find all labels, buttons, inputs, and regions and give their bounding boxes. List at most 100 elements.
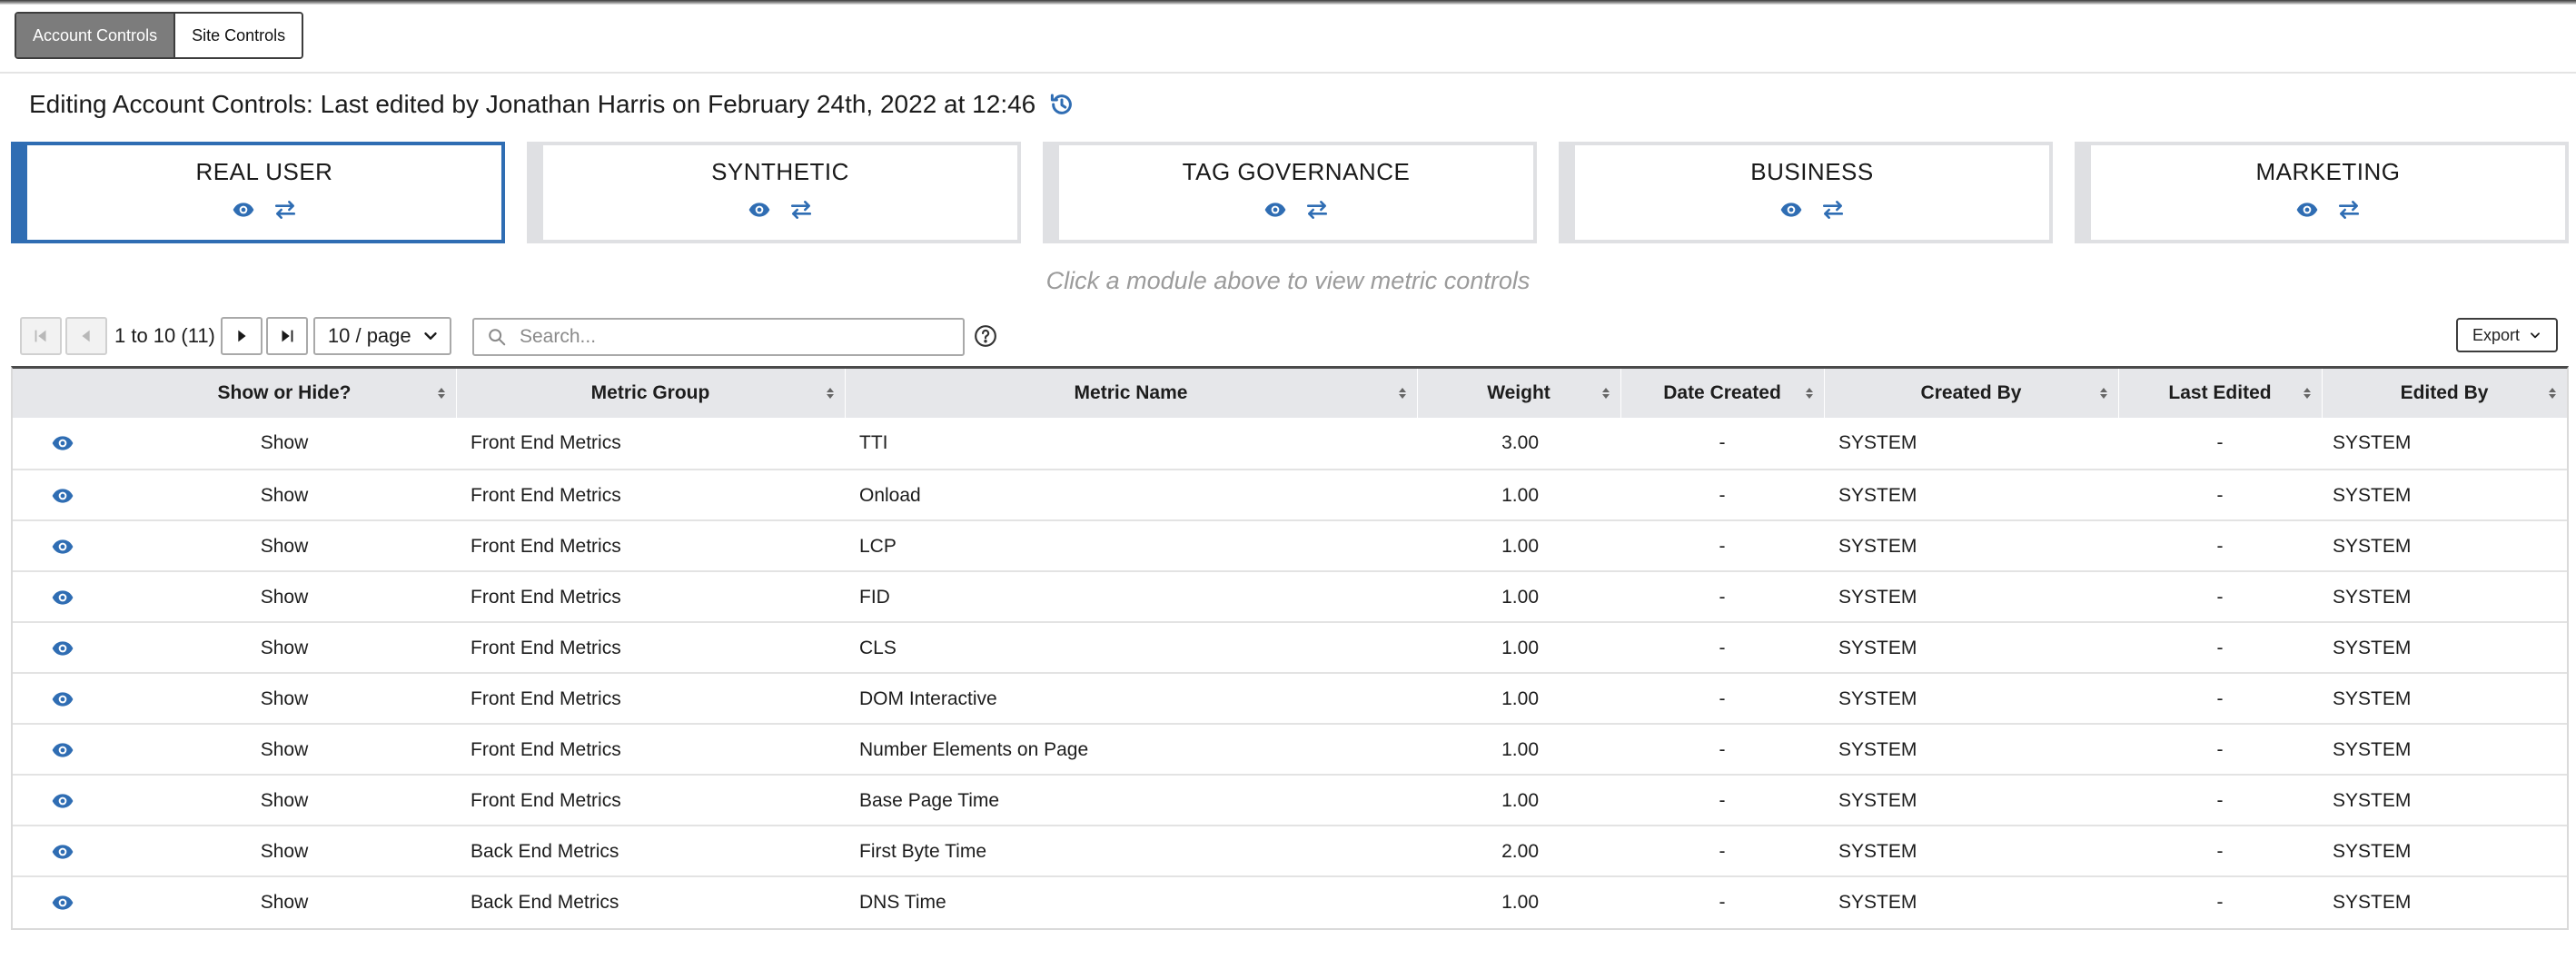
module-card-tag-governance[interactable]: TAG GOVERNANCE: [1043, 142, 1537, 243]
visibility-toggle[interactable]: [13, 826, 113, 877]
cell-created-by: SYSTEM: [1838, 587, 1917, 608]
eye-icon[interactable]: [51, 840, 74, 864]
swap-icon[interactable]: [1305, 198, 1329, 222]
cell-weight: 1.00: [1501, 638, 1539, 658]
cell-metric-name: TTI: [859, 432, 888, 453]
module-card-synthetic[interactable]: SYNTHETIC: [527, 142, 1021, 243]
visibility-toggle[interactable]: [13, 776, 113, 826]
sort-icon[interactable]: [436, 386, 447, 400]
last-page-icon: [282, 330, 293, 342]
module-card-real-user[interactable]: REAL USER: [11, 142, 505, 243]
chevron-down-icon: [2531, 332, 2540, 339]
eye-icon[interactable]: [51, 738, 74, 762]
visibility-toggle[interactable]: [13, 674, 113, 725]
page-size-value: 10 / page: [327, 324, 411, 347]
eye-icon[interactable]: [51, 687, 74, 711]
swap-icon[interactable]: [1821, 198, 1845, 222]
swap-icon[interactable]: [2337, 198, 2361, 222]
eye-icon[interactable]: [51, 637, 74, 660]
column-header-weight[interactable]: Weight: [1417, 369, 1620, 418]
module-title: SYNTHETIC: [711, 158, 849, 185]
module-card-marketing[interactable]: MARKETING: [2075, 142, 2569, 243]
tab-account-controls[interactable]: Account Controls: [16, 14, 176, 57]
cell-created-by: SYSTEM: [1838, 432, 1917, 453]
next-page-button[interactable]: [220, 317, 263, 355]
search-icon: [489, 329, 506, 346]
cell-metric-name: First Byte Time: [859, 841, 987, 862]
cell-metric-group: Front End Metrics: [471, 536, 621, 557]
sort-icon[interactable]: [1600, 386, 1611, 400]
eye-icon[interactable]: [51, 484, 74, 508]
cell-metric-name: LCP: [859, 536, 897, 557]
column-header-toggle: [13, 369, 113, 418]
sort-icon[interactable]: [1397, 386, 1408, 400]
module-title: TAG GOVERNANCE: [1182, 158, 1411, 185]
column-header-label: Created By: [1920, 382, 2022, 403]
eye-icon[interactable]: [232, 198, 255, 222]
help-icon[interactable]: [974, 324, 997, 348]
column-header-date-created[interactable]: Date Created: [1620, 369, 1824, 418]
metrics-table: Show or Hide? Metric Group Metric Name W…: [11, 366, 2569, 930]
eye-icon[interactable]: [51, 535, 74, 559]
visibility-toggle[interactable]: [13, 877, 113, 928]
cell-show: Show: [260, 536, 309, 557]
table-row: Show Front End Metrics Base Page Time 1.…: [13, 774, 2567, 825]
pagination: 1 to 10 (11) 10 / page: [20, 316, 451, 356]
visibility-toggle[interactable]: [13, 725, 113, 776]
prev-page-button[interactable]: [65, 317, 107, 355]
sort-icon[interactable]: [2098, 386, 2109, 400]
cell-metric-group: Front End Metrics: [471, 432, 621, 453]
eye-icon[interactable]: [51, 789, 74, 813]
history-icon[interactable]: [1048, 91, 1075, 118]
table-row: Show Front End Metrics TTI 3.00 - SYSTEM…: [13, 418, 2567, 469]
sort-icon[interactable]: [2547, 386, 2558, 400]
sort-icon[interactable]: [825, 386, 836, 400]
visibility-toggle[interactable]: [13, 572, 113, 623]
column-header-group[interactable]: Metric Group: [456, 369, 845, 418]
cell-date-created: -: [1719, 790, 1726, 811]
page-size-select[interactable]: 10 / page: [312, 317, 451, 355]
visibility-toggle[interactable]: [13, 470, 113, 521]
cell-created-by: SYSTEM: [1838, 790, 1917, 811]
cell-show: Show: [260, 688, 309, 709]
eye-icon[interactable]: [2295, 198, 2319, 222]
module-card-business[interactable]: BUSINESS: [1559, 142, 2053, 243]
column-header-name[interactable]: Metric Name: [845, 369, 1417, 418]
visibility-toggle[interactable]: [13, 418, 113, 469]
eye-icon[interactable]: [51, 431, 74, 455]
swap-icon[interactable]: [273, 198, 297, 222]
cell-edited-by: SYSTEM: [2333, 485, 2412, 506]
cell-last-edited: -: [2216, 892, 2224, 913]
next-page-icon: [238, 330, 246, 342]
swap-icon[interactable]: [789, 198, 813, 222]
cell-show: Show: [260, 739, 309, 760]
eye-icon[interactable]: [748, 198, 771, 222]
cell-weight: 2.00: [1501, 841, 1539, 862]
tab-site-controls[interactable]: Site Controls: [175, 14, 302, 57]
sort-icon[interactable]: [1804, 386, 1815, 400]
eye-icon[interactable]: [51, 891, 74, 915]
visibility-toggle[interactable]: [13, 623, 113, 674]
cell-last-edited: -: [2216, 790, 2224, 811]
module-title: REAL USER: [195, 158, 333, 185]
column-header-show[interactable]: Show or Hide?: [113, 369, 456, 418]
top-shadow: [0, 0, 2576, 5]
cell-weight: 1.00: [1501, 892, 1539, 913]
sort-icon[interactable]: [2302, 386, 2313, 400]
search-input[interactable]: [520, 326, 946, 348]
cell-last-edited: -: [2216, 536, 2224, 557]
column-header-edited-by[interactable]: Edited By: [2322, 369, 2567, 418]
cell-date-created: -: [1719, 432, 1726, 453]
table-row: Show Front End Metrics DOM Interactive 1…: [13, 672, 2567, 723]
last-page-button[interactable]: [265, 317, 308, 355]
eye-icon[interactable]: [51, 586, 74, 609]
column-header-last-edited[interactable]: Last Edited: [2118, 369, 2322, 418]
first-page-button[interactable]: [20, 317, 62, 355]
column-header-created-by[interactable]: Created By: [1824, 369, 2118, 418]
cell-created-by: SYSTEM: [1838, 892, 1917, 913]
visibility-toggle[interactable]: [13, 521, 113, 572]
eye-icon[interactable]: [1779, 198, 1803, 222]
cell-last-edited: -: [2216, 841, 2224, 862]
eye-icon[interactable]: [1263, 198, 1287, 222]
export-button[interactable]: Export: [2456, 318, 2558, 352]
